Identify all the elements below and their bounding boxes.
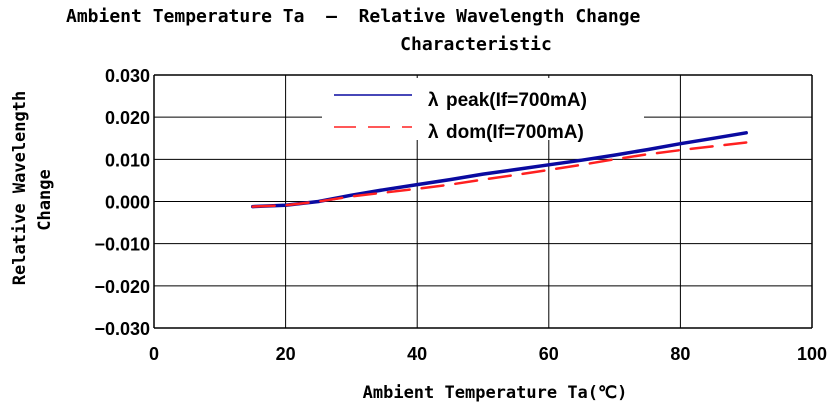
chart-title-line1: Ambient Temperature Ta – Relative Wavele… [66, 6, 641, 27]
x-axis-title: Ambient Temperature Ta(℃) [363, 383, 628, 403]
legend-label-0: peak(If=700mA) [446, 90, 587, 111]
legend: λ peak(If=700mA) λ dom(If=700mA) [322, 78, 644, 143]
x-tick-label: 20 [276, 344, 296, 364]
y-tick-label: −0.020 [94, 277, 150, 297]
x-tick-label: 80 [670, 344, 690, 364]
x-tick-label: 100 [797, 344, 827, 364]
grid [153, 74, 813, 329]
chart-title-line2: Characteristic [400, 34, 552, 55]
y-tick-label: 0.000 [105, 193, 150, 213]
legend-symbol-1: λ [428, 122, 439, 143]
tick-labels: 0 20 40 60 80 100 0.030 0.020 0.010 0.000 −0.010 −0… [94, 66, 827, 364]
x-tick-label: 0 [149, 344, 159, 364]
legend-background [322, 78, 644, 140]
y-tick-label: −0.010 [94, 235, 150, 255]
y-tick-label: −0.030 [94, 319, 150, 339]
y-axis-title-line2: Change [35, 169, 55, 230]
y-axis-title-line1: Relative Wavelength [10, 91, 30, 285]
legend-symbol-0: λ [428, 90, 439, 111]
legend-label-1: dom(If=700mA) [446, 122, 584, 143]
y-tick-label: 0.010 [105, 150, 150, 170]
y-tick-label: 0.020 [105, 108, 150, 128]
x-tick-label: 40 [407, 344, 427, 364]
series-line-0 [250, 131, 748, 209]
x-tick-label: 60 [539, 344, 559, 364]
series-lines [250, 131, 748, 209]
series-line-1 [251, 141, 748, 208]
y-tick-label: 0.030 [105, 66, 150, 86]
